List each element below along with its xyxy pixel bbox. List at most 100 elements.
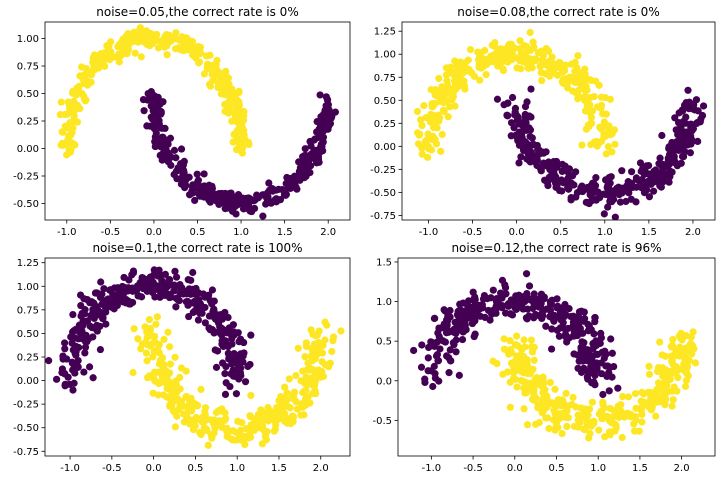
lower-moon-point [632,198,640,206]
lower-moon-point [638,388,646,396]
upper-moon-point [171,267,179,275]
lower-moon-point [668,402,676,410]
y-tick-label: 0.75 [17,305,39,316]
upper-moon-point [526,28,534,37]
lower-moon-point [625,185,634,193]
y-tick-label: 0.5 [376,337,392,348]
lower-moon-point [329,333,338,341]
lower-moon-point [171,353,179,361]
lower-moon-point [166,360,175,368]
upper-moon-point [82,96,90,104]
upper-moon-point [208,70,216,78]
x-tick-label: 2.0 [685,227,701,238]
lower-moon-point [163,151,171,159]
upper-moon-point [221,390,230,398]
lower-moon-point [313,117,321,126]
lower-moon-point [527,343,536,351]
lower-moon-point [140,107,148,115]
upper-moon-point [584,96,592,104]
upper-moon-point [525,282,534,290]
upper-moon-point [525,312,533,320]
lower-moon-point [588,398,596,406]
x-tick-label: 0.5 [187,463,203,474]
y-tick-label: 1.00 [374,50,396,61]
upper-moon-point [452,348,460,356]
lower-moon-point [551,385,559,393]
upper-moon-point [587,113,596,122]
lower-moon-point [177,145,186,153]
lower-moon-point [171,387,180,396]
scatter-points [413,28,708,220]
upper-moon-point [450,341,458,349]
upper-moon-point [500,45,508,54]
lower-moon-point [194,182,202,190]
lower-moon-point [182,393,190,401]
upper-moon-point [146,273,154,281]
upper-moon-point [214,319,223,327]
lower-moon-point [653,367,662,376]
lower-moon-point [518,346,526,354]
lower-moon-point [167,392,175,400]
upper-moon-point [573,315,581,324]
upper-moon-point [188,289,196,297]
lower-moon-point [174,406,183,414]
upper-moon-point [218,331,226,339]
x-tick-label: 0.0 [146,463,162,474]
lower-moon-point [258,440,266,448]
lower-moon-point [129,368,137,377]
upper-moon-point [467,308,475,316]
upper-moon-point [534,48,542,57]
lower-moon-point [631,412,639,421]
lower-moon-point [665,160,673,168]
upper-moon-point [80,310,89,318]
lower-moon-point [656,154,664,162]
lower-moon-point [687,333,695,341]
upper-moon-point [418,121,426,130]
upper-moon-point [120,273,128,282]
lower-moon-point [620,413,629,421]
y-tick-label: -0.75 [13,447,39,458]
lower-moon-point [551,410,559,418]
lower-moon-point [192,413,200,422]
lower-moon-point [611,213,619,220]
upper-moon-point [450,77,459,85]
upper-moon-point [454,312,463,320]
lower-moon-point [684,86,692,94]
upper-moon-point [178,44,186,52]
upper-moon-point [68,358,76,366]
lower-moon-point [144,89,152,98]
upper-moon-point [542,322,550,330]
lower-moon-point [523,421,532,429]
upper-moon-point [184,276,192,284]
upper-moon-point [424,130,432,138]
upper-moon-point [446,346,454,354]
upper-moon-point [206,82,215,90]
upper-moon-point [240,108,248,116]
upper-moon-point [231,372,239,380]
upper-moon-point [581,70,589,78]
lower-moon-point [130,325,138,333]
lower-moon-point [158,354,167,362]
lower-moon-point [669,396,677,404]
upper-moon-point [550,64,559,72]
lower-moon-point [526,370,534,378]
upper-moon-point [115,58,123,66]
lower-moon-point [522,139,530,147]
lower-moon-point [630,420,638,428]
lower-moon-point [172,167,181,175]
lower-moon-point [602,190,610,199]
lower-moon-point [690,101,698,109]
upper-moon-point [222,67,230,75]
upper-moon-point [451,318,459,326]
subplot-4: -1.0 -0.5 0.0 0.5 1.0 1.5 2.0 -0.5 0.0 0.5 1.0 1.5 n… [372,241,716,474]
y-tick-label: 0.0 [376,376,392,387]
upper-moon-point [532,56,540,65]
lower-moon-point [539,149,548,157]
upper-moon-point [587,140,595,149]
upper-moon-point [435,74,443,83]
y-tick-label: 0.25 [17,117,39,128]
lower-moon-point [180,157,188,166]
y-tick-label: -0.5 [372,416,392,427]
lower-moon-point [208,432,216,440]
upper-moon-point [460,319,468,327]
